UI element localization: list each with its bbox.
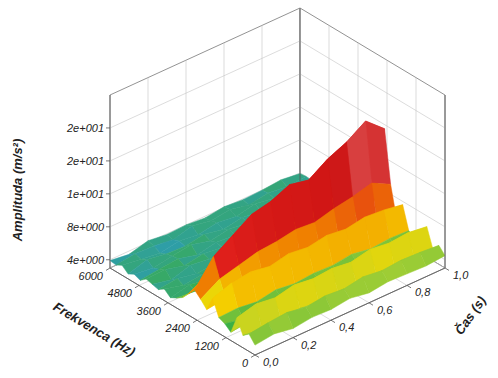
- tick: [222, 338, 226, 340]
- tick: [255, 355, 259, 357]
- surface: [110, 121, 445, 345]
- tick: [106, 226, 110, 227]
- tick-label: 1e+001: [67, 188, 104, 200]
- axis-title: Amplituda (m/s²): [10, 139, 25, 243]
- tick: [193, 320, 197, 322]
- grid-line: [224, 43, 225, 216]
- tick-label: 0,4: [339, 321, 354, 333]
- grid-line: [416, 78, 417, 251]
- axis-line: [255, 268, 445, 355]
- tick: [106, 268, 110, 270]
- tick: [369, 303, 373, 305]
- tick-label: 3600: [137, 305, 162, 317]
- tick-label: 2400: [165, 322, 191, 334]
- tick: [106, 193, 110, 194]
- grid-line: [300, 8, 301, 181]
- tick: [293, 338, 297, 340]
- tick-label: 4800: [108, 287, 133, 299]
- grid-line: [300, 41, 445, 128]
- grid-line: [110, 41, 300, 128]
- tick-label: 1200: [195, 340, 220, 352]
- grid-line: [110, 95, 111, 268]
- tick-label: 0,8: [415, 286, 431, 298]
- tick-label: 2e+001: [66, 122, 104, 134]
- tick-label: 0,2: [301, 339, 316, 351]
- tick: [164, 303, 168, 305]
- tick: [331, 320, 335, 322]
- tick: [251, 355, 255, 357]
- tick: [445, 268, 449, 270]
- tick: [407, 285, 411, 287]
- tick: [106, 127, 110, 128]
- tick-label: 1,0: [453, 269, 469, 281]
- grid-line: [186, 60, 187, 233]
- tick-label: 8e+000: [67, 221, 105, 233]
- tick-label: 6000: [79, 270, 104, 282]
- grid-line: [110, 107, 300, 194]
- grid-line: [300, 8, 301, 181]
- tick: [106, 160, 110, 161]
- tick-label: 0,0: [263, 356, 279, 368]
- tick-label: 0,6: [377, 304, 393, 316]
- tick-label: 2e+001: [66, 155, 104, 167]
- chart: 4e+000 8e+000 1e+001 2e+001 2e+001 0 1200 24003…: [0, 0, 498, 378]
- floor: [110, 181, 445, 355]
- left-wall: [110, 8, 300, 268]
- axis-line: [445, 95, 446, 268]
- tick-label: 0: [242, 357, 249, 369]
- tick: [106, 259, 110, 260]
- right-wall: [300, 8, 445, 268]
- grid-line: [445, 95, 446, 268]
- grid-line: [110, 74, 300, 161]
- axis-title: Čas (s): [452, 293, 489, 337]
- axis-line: [300, 8, 301, 181]
- surface-cell: [249, 323, 274, 345]
- axis-title: Frekvenca (Hz): [51, 299, 138, 359]
- grid-line: [262, 25, 263, 198]
- tick-label: 4e+000: [67, 254, 105, 266]
- axis-line: [110, 95, 111, 268]
- tick: [135, 285, 139, 287]
- grid-line: [148, 78, 149, 251]
